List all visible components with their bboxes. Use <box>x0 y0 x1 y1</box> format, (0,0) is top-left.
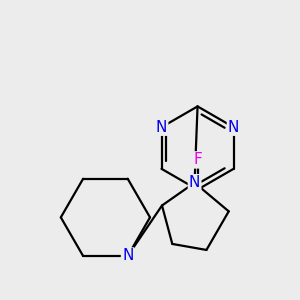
Text: N: N <box>189 175 200 190</box>
Text: N: N <box>228 120 239 135</box>
Text: N: N <box>122 248 134 263</box>
Text: F: F <box>193 152 202 167</box>
Text: N: N <box>156 120 167 135</box>
